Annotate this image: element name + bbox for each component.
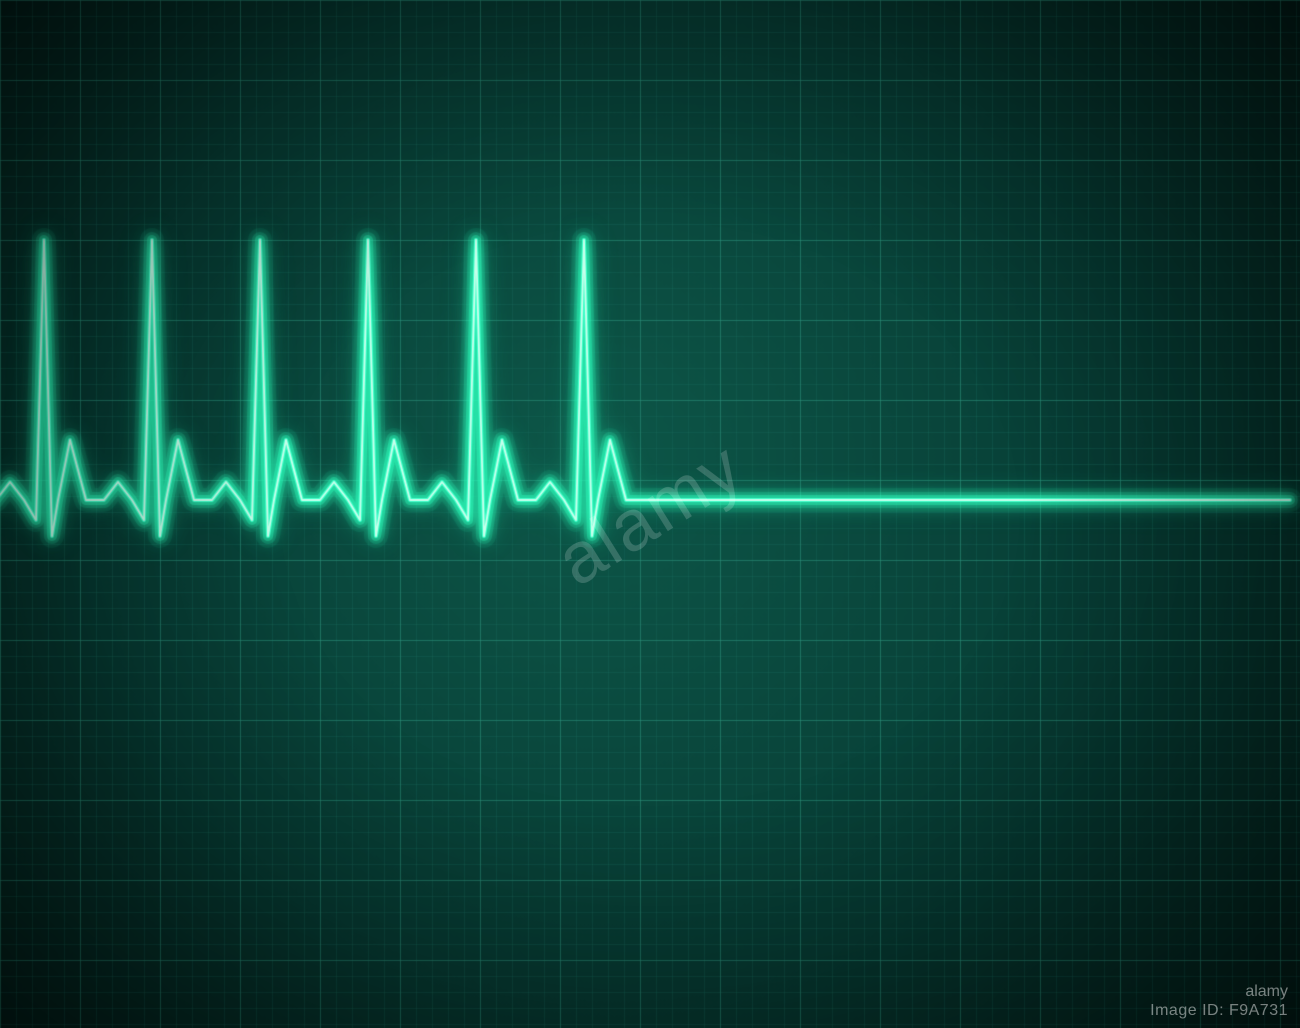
ecg-trace <box>0 0 1300 1028</box>
ecg-monitor-panel: alamy alamy Image ID: F9A731 <box>0 0 1300 1028</box>
